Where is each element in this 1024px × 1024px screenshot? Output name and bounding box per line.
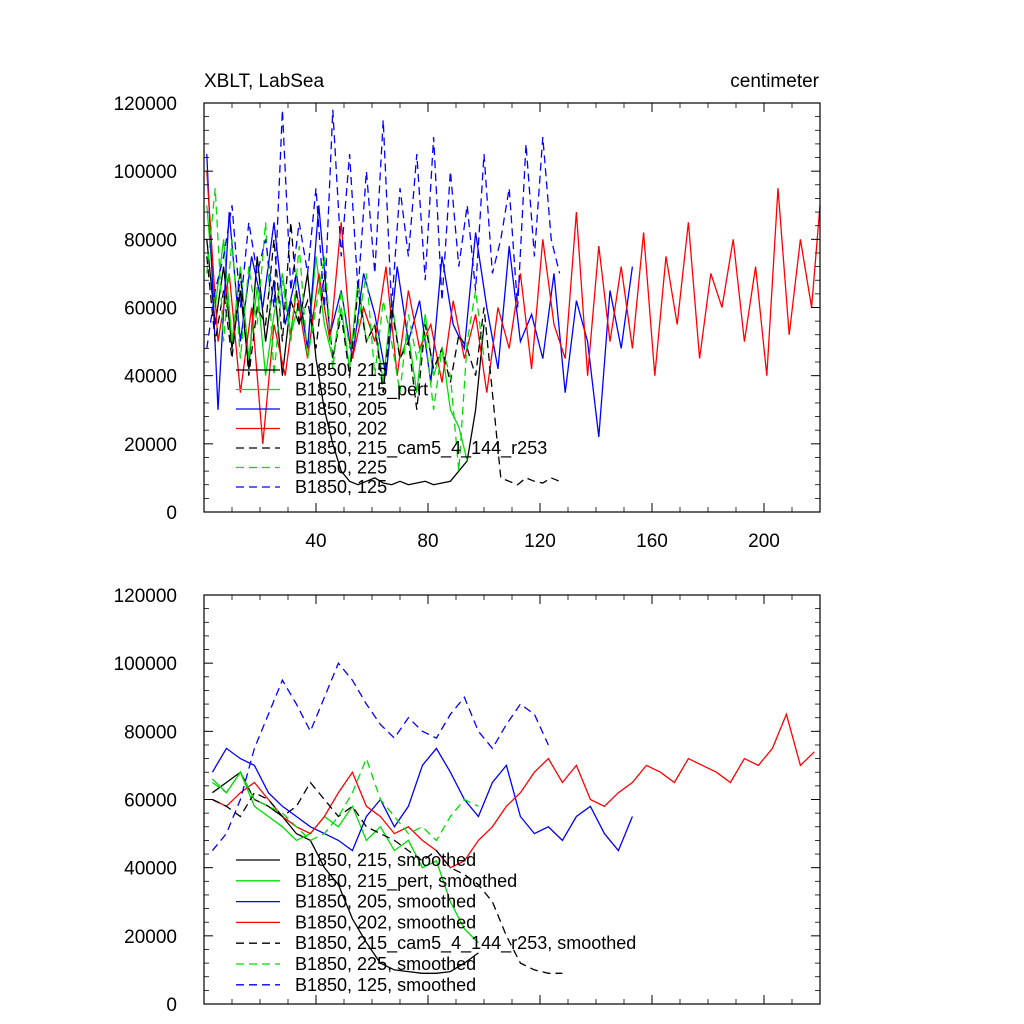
x-tick-label: 160: [636, 531, 668, 552]
legend-label-1: B1850, 215_pert: [295, 380, 428, 401]
x-tick-label: 80: [417, 531, 438, 552]
legend-label-0: B1850, 215: [295, 360, 387, 380]
y-tick-label: 80000: [124, 722, 177, 743]
x-tick-label: 40: [305, 531, 326, 552]
y-tick-label: 0: [166, 995, 177, 1016]
legend-label-3: B1850, 202, smoothed: [295, 912, 476, 932]
y-tick-label: 60000: [124, 791, 177, 812]
y-tick-label: 40000: [124, 859, 177, 880]
legend-label-3: B1850, 202: [295, 419, 387, 439]
units-label: centimeter: [730, 71, 819, 92]
series-line-0: [206, 239, 485, 486]
legend-label-6: B1850, 125, smoothed: [295, 975, 476, 995]
x-tick-label: 120: [524, 531, 556, 552]
x-tick-label: 200: [748, 531, 780, 552]
y-tick-label: 20000: [124, 435, 177, 456]
series-line-2: [206, 154, 634, 438]
legend-label-4: B1850, 215_cam5_4_144_r253: [295, 438, 547, 459]
y-tick-label: 40000: [124, 367, 177, 388]
series-line-4: [206, 222, 560, 486]
legend-label-4: B1850, 215_cam5_4_144_r253, smoothed: [295, 933, 636, 954]
y-tick-label: 80000: [124, 230, 177, 251]
y-tick-label: 120000: [114, 94, 177, 115]
bottom-panel: 0 20000 40000 60000 80000 100000 120000 B1850, …: [114, 586, 821, 1016]
legend-label-2: B1850, 205: [295, 399, 387, 419]
y-tick-label: 20000: [124, 927, 177, 948]
series-line-2: [211, 747, 634, 852]
y-tick-label: 100000: [114, 162, 177, 183]
series-line-1: [211, 770, 479, 944]
legend-label-6: B1850, 125: [295, 477, 387, 497]
y-tick-label: 0: [166, 503, 177, 524]
y-tick-label: 100000: [114, 654, 177, 675]
series-line-6: [211, 661, 549, 852]
legend-label-5: B1850, 225: [295, 458, 387, 478]
series-line-6: [206, 109, 561, 349]
series-line-5: [212, 756, 479, 842]
series-line-3: [212, 712, 815, 869]
series-line-4: [212, 781, 563, 974]
legend-label-1: B1850, 215_pert, smoothed: [295, 871, 517, 892]
top-panel: 0 20000 40000 60000 80000 100000 120000 40 80 120…: [114, 71, 821, 552]
chart-title: XBLT, LabSea: [204, 71, 325, 92]
series-line-0: [212, 771, 479, 974]
y-tick-label: 120000: [114, 586, 177, 607]
y-tick-label: 60000: [124, 299, 177, 320]
legend-label-5: B1850, 225, smoothed: [295, 954, 476, 974]
legend-label-0: B1850, 215, smoothed: [295, 850, 476, 870]
legend-label-2: B1850, 205, smoothed: [295, 892, 476, 912]
